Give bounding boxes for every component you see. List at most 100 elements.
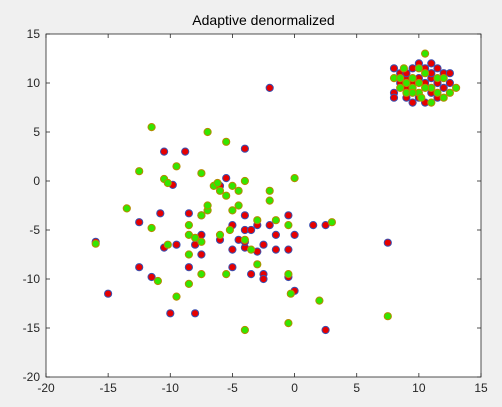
series-2-point (135, 167, 144, 176)
series-1-point (247, 270, 256, 279)
series-2-point (215, 186, 225, 195)
series-2-point (265, 196, 274, 205)
series-2-point (147, 123, 156, 132)
series-2-point (290, 174, 299, 183)
series-2-point (421, 69, 430, 78)
series-1-point (445, 78, 454, 88)
series-2-point (240, 235, 249, 244)
series-2-point (240, 176, 249, 186)
series-2-point (452, 83, 461, 93)
series-1-point (147, 272, 156, 282)
series-2-point (222, 270, 231, 279)
series-2-point (240, 325, 249, 335)
series-2-point (445, 88, 454, 97)
series-1-point (184, 263, 193, 272)
x-tick-label: -20 (37, 381, 55, 395)
series-2-point (327, 218, 336, 227)
series-2-point (215, 230, 225, 239)
series-2-point (414, 64, 423, 73)
series-1-point (181, 147, 190, 156)
series-1-point (259, 274, 268, 284)
series-1-point (247, 225, 256, 235)
series-2-point (197, 169, 206, 178)
series-2-point (203, 201, 212, 210)
x-tick-label: -10 (162, 381, 180, 395)
series-2-point (383, 312, 392, 321)
series-1-point (439, 83, 448, 93)
series-2-point (225, 225, 234, 235)
series-2-point (396, 83, 405, 93)
series-1-point (191, 309, 200, 318)
series-2-point (184, 221, 193, 230)
series-2-point (427, 98, 436, 107)
series-2-point (284, 319, 293, 328)
series-1-point (240, 211, 249, 220)
series-2-point (399, 64, 408, 73)
series-1-point (104, 289, 113, 298)
x-tick-label: 5 (353, 381, 360, 395)
x-tick-label: 0 (291, 381, 298, 395)
series-2-point (222, 137, 231, 146)
series-2-point (91, 239, 100, 248)
y-tick-label: -5 (29, 223, 40, 237)
series-2-point (172, 292, 181, 301)
series-1-point (197, 250, 206, 259)
series-1-point (389, 64, 399, 73)
series-2-point (253, 260, 262, 269)
series-2-point (184, 279, 193, 288)
series-2-point (153, 276, 162, 286)
y-tick-label: 5 (33, 125, 40, 139)
y-tick-label: -10 (23, 272, 41, 286)
axes-layer: -20 -15 -10 -5 0 5 10 15 -20 -15 -10 -5 0 5 10 15 (23, 27, 488, 395)
series-2-point (222, 191, 231, 200)
series-1-point (284, 211, 293, 220)
series-2-point (147, 223, 156, 233)
y-tick-label: 10 (27, 76, 41, 90)
series-1-point (135, 218, 144, 227)
y-tick-label: 0 (33, 174, 40, 188)
series-1-point (445, 69, 454, 78)
series-1-point (184, 209, 193, 218)
series-1-point (228, 263, 237, 272)
series-1-point (156, 209, 165, 218)
series-1-point (271, 245, 280, 254)
series-2-point (396, 74, 405, 83)
series-2-point (197, 237, 206, 246)
series-2-point (163, 240, 172, 249)
x-tick-label: 10 (412, 381, 426, 395)
series-2-point (184, 250, 193, 259)
series-2-point (197, 270, 206, 279)
series-2-point (203, 127, 212, 137)
series-2-point (315, 296, 324, 305)
series-2-point (122, 204, 131, 213)
series-2-point (433, 88, 442, 97)
series-2-point (228, 206, 237, 215)
series-2-point (284, 221, 293, 230)
x-tick-label: 15 (474, 381, 488, 395)
y-tick-label: -15 (23, 321, 41, 335)
series-1-point (265, 221, 274, 230)
series-1-point (284, 245, 293, 254)
series-1-point (427, 59, 436, 68)
series-1-point (321, 325, 330, 335)
series-1-point (135, 263, 144, 272)
x-tick-label: -5 (227, 381, 238, 395)
series-1-point (265, 83, 274, 93)
series-1-point (172, 240, 181, 249)
series-2-point (271, 216, 280, 225)
series-2-point (247, 245, 256, 254)
series-2-point (213, 178, 222, 188)
series-1-point (389, 93, 399, 102)
series-1-point (240, 144, 249, 153)
series-1-point (222, 174, 231, 183)
series-2-point (408, 88, 417, 97)
series-2-point (286, 289, 295, 298)
series-2-point (402, 78, 411, 88)
series-2-point (414, 78, 423, 88)
series-2-point (253, 216, 262, 225)
series-1-point (228, 245, 237, 254)
series-1-point (309, 221, 318, 230)
series-1-point (166, 309, 175, 318)
